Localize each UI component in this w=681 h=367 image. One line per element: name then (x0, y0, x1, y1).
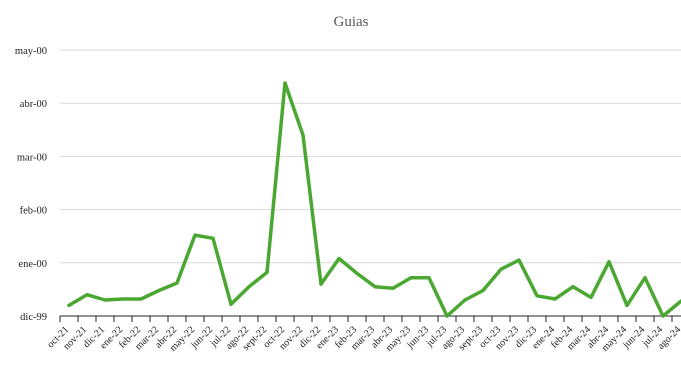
y-tick-label: feb-00 (20, 206, 47, 217)
data-point (301, 133, 305, 137)
data-point (355, 271, 359, 276)
data-point (373, 285, 377, 289)
data-point (589, 295, 593, 299)
y-tick-label: may-00 (15, 46, 47, 57)
data-point (499, 267, 503, 271)
gridlines (60, 49, 681, 264)
y-tick-label: dic-99 (20, 312, 47, 323)
data-point (283, 81, 287, 85)
series-line (67, 81, 681, 318)
data-point (571, 285, 575, 289)
data-point (517, 258, 521, 262)
data-point (661, 314, 665, 318)
data-point (625, 303, 629, 307)
data-point (175, 281, 179, 285)
x-axis-ticks (59, 316, 673, 322)
data-point (229, 302, 233, 306)
data-points (67, 81, 681, 318)
data-point (409, 276, 413, 280)
data-point (247, 285, 251, 289)
y-tick-label: ene-00 (18, 259, 47, 270)
y-tick-label: mar-00 (17, 152, 47, 163)
data-point (265, 270, 269, 274)
data-point (139, 297, 143, 301)
data-point (553, 297, 557, 301)
x-axis-labels: oct-21nov-21dic-21ene-22feb-22mar-22abr-… (45, 324, 681, 353)
data-point (427, 276, 431, 280)
data-point (211, 236, 215, 240)
data-point (535, 294, 539, 298)
data-point (319, 282, 323, 286)
data-point (67, 303, 71, 307)
data-point (463, 298, 467, 302)
data-point (157, 288, 161, 293)
data-point (643, 276, 647, 280)
data-point (445, 314, 449, 318)
data-point (193, 233, 197, 237)
data-point (391, 286, 395, 290)
data-point (607, 260, 611, 264)
data-point (121, 297, 125, 301)
data-point (85, 293, 89, 297)
chart-title: Guias (334, 14, 369, 30)
data-point (481, 288, 485, 293)
y-axis-labels: dic-99 ene-00 feb-00 mar-00 abr-00 may-00 (15, 46, 47, 323)
data-point (337, 256, 341, 261)
y-tick-label: abr-00 (20, 99, 47, 110)
data-point (103, 298, 107, 302)
